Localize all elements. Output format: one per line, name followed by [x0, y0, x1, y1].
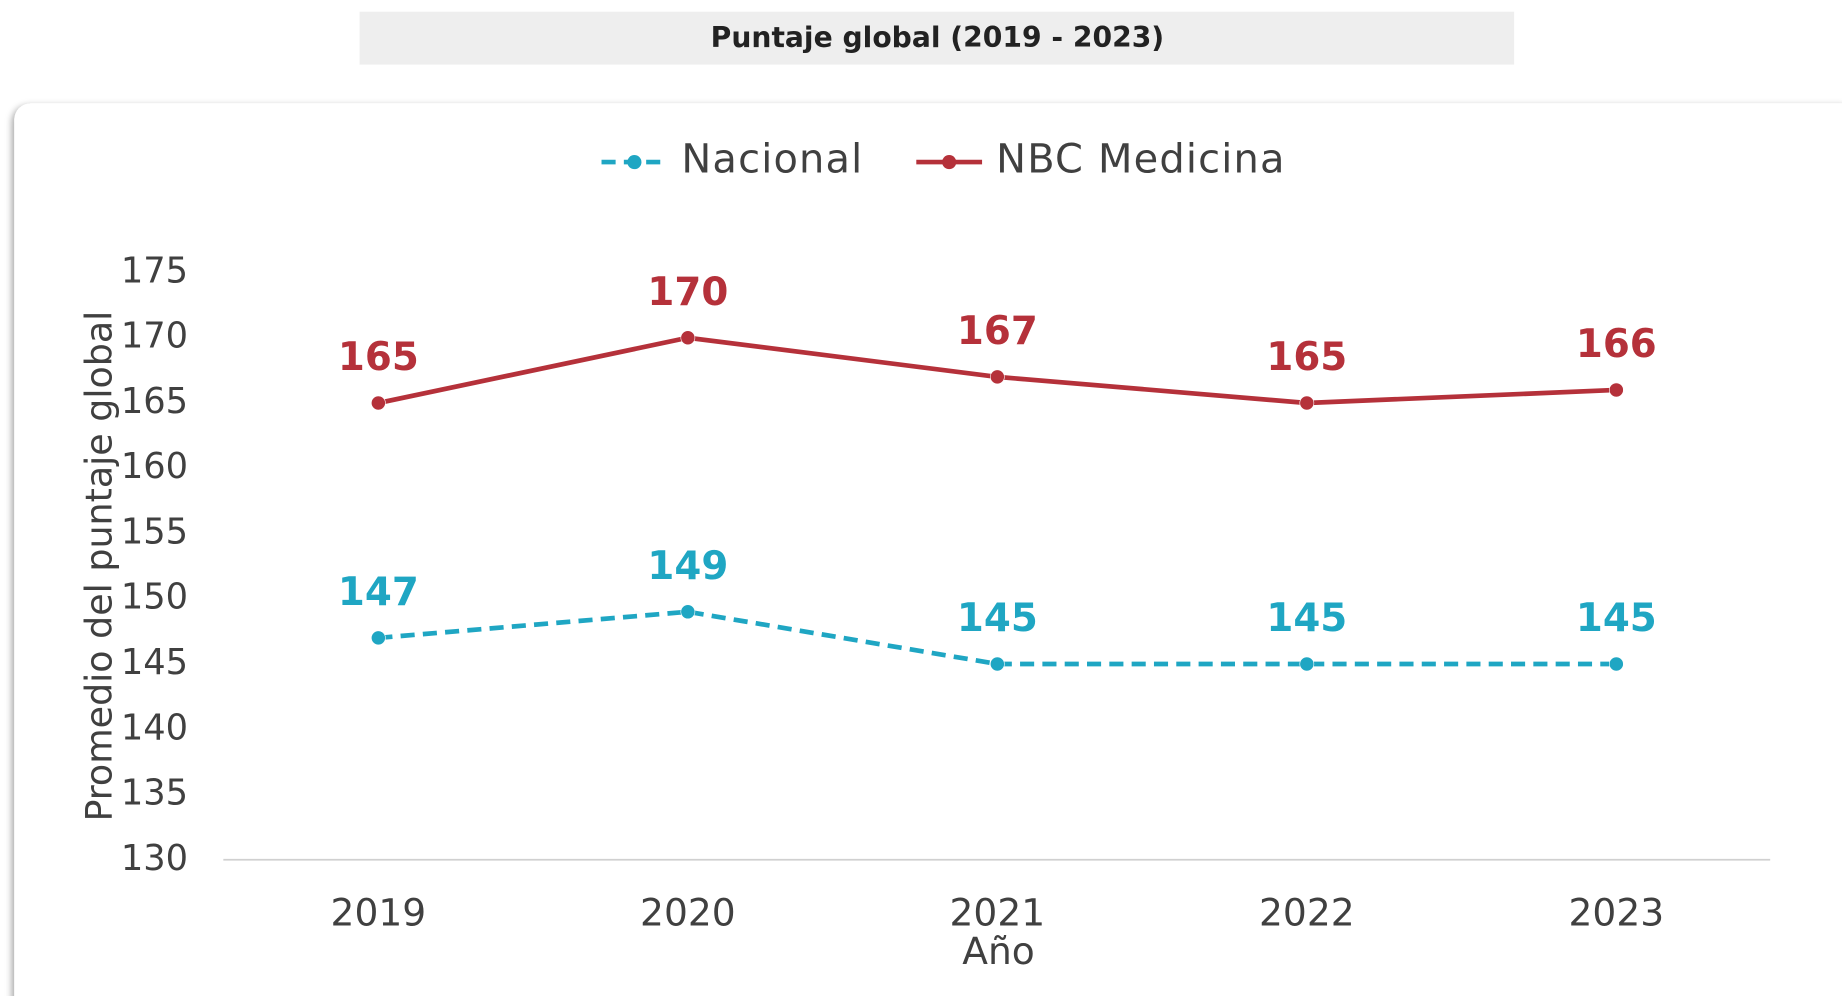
title-box — [359, 11, 1515, 65]
legend-marker — [942, 155, 957, 170]
y-tick-label: 155 — [121, 511, 188, 552]
y-axis-title: Promedio del puntaje global — [78, 311, 121, 822]
y-tick-label: 170 — [121, 316, 188, 357]
data-label: 145 — [1576, 596, 1657, 641]
y-tick-label: 175 — [121, 250, 188, 291]
x-tick-label: 2021 — [950, 890, 1046, 934]
data-label: 170 — [647, 270, 728, 315]
point — [371, 395, 386, 411]
y-tick-label: 140 — [121, 707, 188, 748]
data-label: 145 — [1266, 596, 1347, 641]
data-label: 167 — [957, 309, 1038, 354]
data-label: 166 — [1576, 322, 1657, 367]
x-tick-label: 2019 — [331, 890, 427, 934]
y-tick-label: 160 — [121, 446, 188, 487]
point — [990, 656, 1005, 672]
point — [371, 630, 386, 646]
point — [990, 369, 1005, 385]
panel — [14, 103, 1842, 996]
point — [1299, 656, 1315, 672]
data-label: 149 — [647, 544, 728, 589]
x-axis-title: Año — [962, 929, 1035, 973]
data-label: 147 — [338, 570, 419, 615]
x-tick-label: 2020 — [640, 890, 736, 934]
x-tick-label: 2023 — [1569, 890, 1665, 934]
point — [1608, 656, 1624, 672]
y-tick-label: 145 — [121, 642, 188, 683]
y-tick-label: 165 — [121, 381, 188, 422]
y-tick-label: 150 — [121, 577, 188, 618]
legend-marker — [627, 155, 642, 170]
chart-title: Puntaje global (2019 - 2023) — [711, 21, 1165, 54]
legend-label: NBC Medicina — [996, 137, 1285, 183]
point — [680, 330, 696, 346]
legend-label: Nacional — [681, 137, 863, 183]
point — [680, 604, 696, 620]
point — [1299, 395, 1315, 411]
data-label: 165 — [338, 335, 419, 380]
point — [1608, 382, 1624, 398]
y-tick-label: 135 — [121, 773, 188, 814]
y-tick-label: 130 — [121, 838, 188, 879]
data-label: 145 — [957, 596, 1038, 641]
series-line — [378, 609, 1617, 667]
x-tick-label: 2022 — [1259, 890, 1355, 934]
data-label: 165 — [1266, 335, 1347, 380]
